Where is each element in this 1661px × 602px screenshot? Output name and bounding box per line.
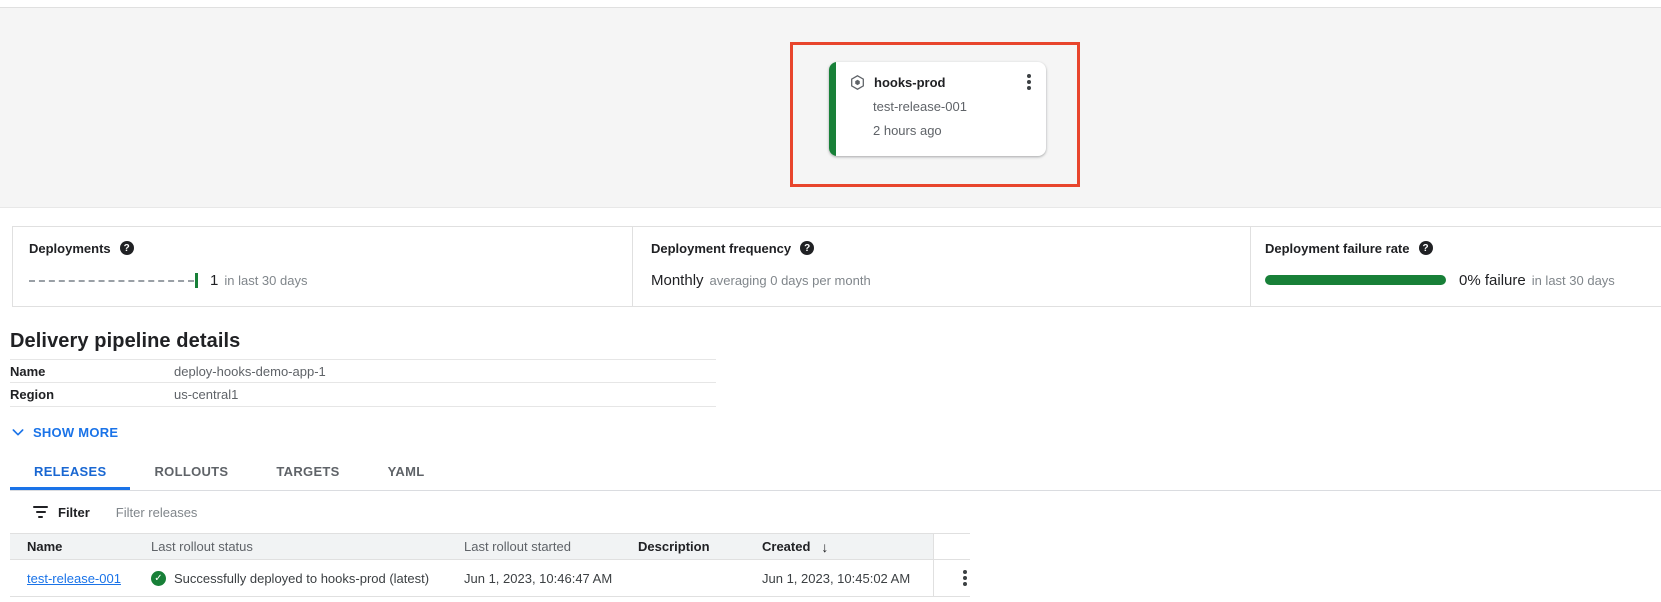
card-more-vert-icon[interactable] <box>1024 72 1034 92</box>
column-header-actions <box>933 534 970 559</box>
show-more-label: SHOW MORE <box>33 424 119 440</box>
card-time-ago: 2 hours ago <box>873 123 942 138</box>
column-header-name[interactable]: Name <box>10 534 151 559</box>
column-header-description[interactable]: Description <box>638 534 762 559</box>
card-title: hooks-prod <box>874 74 946 90</box>
deployments-label: Deployments <box>29 240 111 256</box>
help-icon[interactable]: ? <box>800 241 815 255</box>
tab-releases[interactable]: RELEASES <box>10 454 130 490</box>
details-label: Name <box>10 363 46 379</box>
details-row-region: Region us-central1 <box>10 383 716 407</box>
highlight-annotation-box <box>790 42 1080 187</box>
details-value: us-central1 <box>174 387 239 402</box>
failure-rate-bar <box>1265 275 1446 285</box>
frequency-label: Deployment frequency <box>651 240 792 256</box>
card-status-accent <box>829 62 836 156</box>
rollout-status-text: Successfully deployed to hooks-prod (lat… <box>174 570 430 586</box>
frequency-stat: Deployment frequency ? Monthly averaging… <box>632 227 1250 306</box>
pipeline-details-table: Name deploy-hooks-demo-app-1 Region us-c… <box>10 359 716 407</box>
deployments-sparkline <box>29 280 194 282</box>
column-header-created[interactable]: Created ↓ <box>762 534 933 559</box>
details-label: Region <box>10 387 55 402</box>
help-icon[interactable]: ? <box>119 241 134 255</box>
metrics-panel: Deployments ? 1 in last 30 days Deployme… <box>12 226 1661 307</box>
failure-rate-label: Deployment failure rate <box>1265 240 1410 256</box>
help-icon[interactable]: ? <box>1418 241 1433 255</box>
deployments-suffix: in last 30 days <box>224 272 308 288</box>
filter-bar: Filter <box>10 491 1661 533</box>
chevron-down-icon <box>12 429 24 436</box>
details-row-name: Name deploy-hooks-demo-app-1 <box>10 359 716 383</box>
frequency-suffix: averaging 0 days per month <box>709 272 871 288</box>
card-release-name: test-release-001 <box>873 99 967 114</box>
deployments-value: 1 <box>210 271 219 289</box>
release-row: test-release-001 ✓ Successfully deployed… <box>10 560 970 597</box>
show-more-button[interactable]: SHOW MORE <box>10 424 118 440</box>
release-link[interactable]: test-release-001 <box>27 570 121 586</box>
sort-desc-icon[interactable]: ↓ <box>821 538 829 555</box>
filter-input[interactable] <box>115 504 416 520</box>
filter-icon[interactable] <box>33 506 48 518</box>
created-text: Jun 1, 2023, 10:45:02 AM <box>762 570 911 586</box>
tab-bar: RELEASES ROLLOUTS TARGETS YAML <box>10 454 1661 491</box>
deployment-tick-mark <box>195 272 198 288</box>
page-title: Delivery pipeline details <box>10 330 241 352</box>
target-hexagon-icon <box>849 74 866 91</box>
top-divider <box>0 0 1661 8</box>
row-more-vert-icon[interactable] <box>960 568 970 588</box>
deployments-stat: Deployments ? 1 in last 30 days <box>13 227 632 306</box>
pipeline-canvas: hooks-prod test-release-001 2 hours ago <box>0 8 1661 208</box>
releases-table-header: Name Last rollout status Last rollout st… <box>10 533 970 560</box>
tab-yaml[interactable]: YAML <box>387 464 425 479</box>
description-text <box>638 560 762 596</box>
success-check-icon: ✓ <box>151 570 166 586</box>
details-value: deploy-hooks-demo-app-1 <box>174 363 326 379</box>
filter-label[interactable]: Filter <box>58 504 90 520</box>
failure-rate-stat: Deployment failure rate ? 0% failure in … <box>1250 227 1661 306</box>
releases-table: Name Last rollout status Last rollout st… <box>10 533 970 597</box>
column-header-last-rollout-started[interactable]: Last rollout started <box>464 534 638 559</box>
failure-rate-value: 0% failure <box>1459 271 1526 289</box>
tab-rollouts[interactable]: ROLLOUTS <box>154 464 229 479</box>
tab-targets[interactable]: TARGETS <box>276 464 340 479</box>
frequency-value: Monthly <box>651 271 704 289</box>
failure-rate-suffix: in last 30 days <box>1531 272 1615 288</box>
rollout-started-text: Jun 1, 2023, 10:46:47 AM <box>464 570 613 586</box>
column-header-last-rollout-status[interactable]: Last rollout status <box>151 534 464 559</box>
target-card-hooks-prod[interactable]: hooks-prod test-release-001 2 hours ago <box>829 62 1046 156</box>
